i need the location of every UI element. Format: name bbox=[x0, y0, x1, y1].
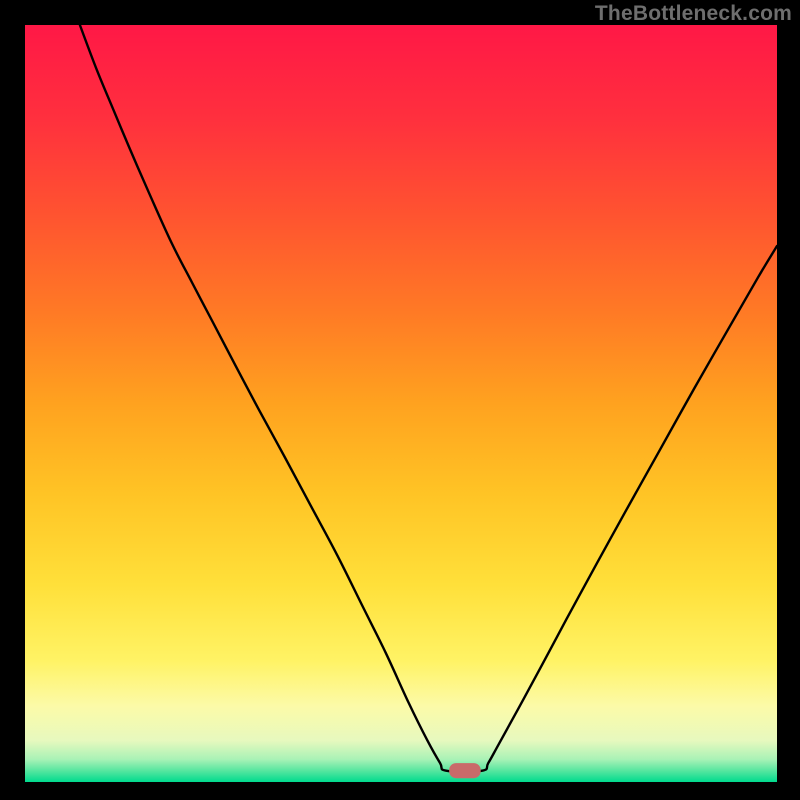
bottleneck-chart bbox=[0, 0, 800, 800]
watermark-text: TheBottleneck.com bbox=[595, 2, 792, 26]
plot-gradient bbox=[25, 25, 777, 782]
optimal-marker bbox=[449, 763, 481, 778]
